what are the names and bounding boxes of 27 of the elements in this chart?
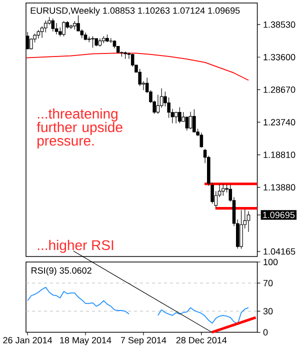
- y-tick-label: 1.23740: [264, 119, 296, 126]
- y-tick-label: 0: [263, 329, 268, 336]
- text: RSI(9) 35.0602: [32, 267, 92, 276]
- y-tick-label: 70: [263, 280, 273, 286]
- x-tick-label: 18 May 2014: [60, 337, 112, 346]
- y-tick-label: 1.18810: [264, 152, 296, 158]
- y-tick-label: 1.28670: [264, 86, 296, 93]
- y-tick-label: 100: [264, 258, 278, 266]
- candlestick: [246, 210, 250, 232]
- candlestick: [156, 94, 160, 114]
- x-tick-label: 26 Jan 2014: [3, 337, 52, 344]
- y-tick-label: 1.38530: [264, 21, 296, 28]
- annotation: ...threatening further upside pressure.: [36, 108, 122, 148]
- y-tick-label: 1.13880: [264, 184, 296, 191]
- chart-title: EURUSD,Weekly 1.08853 1.10263 1.07124 1.09695: [30, 7, 240, 16]
- x-tick-label: 28 Dec 2014: [176, 337, 227, 344]
- y-tick-label: 30: [263, 308, 273, 314]
- y-tick-label: 1.33600: [264, 54, 296, 60]
- candlestick: [98, 38, 102, 47]
- candlestick: [84, 32, 88, 41]
- candlestick: [40, 26, 44, 38]
- candlestick: [54, 22, 58, 35]
- x-tick-label: 7 Sep 2014: [120, 337, 166, 346]
- y-tick-label: 1.04165: [264, 248, 296, 255]
- annotation: ...higher RSI: [38, 240, 114, 253]
- candlestick: [112, 40, 116, 49]
- y-tick-label: 1.09695: [263, 212, 295, 218]
